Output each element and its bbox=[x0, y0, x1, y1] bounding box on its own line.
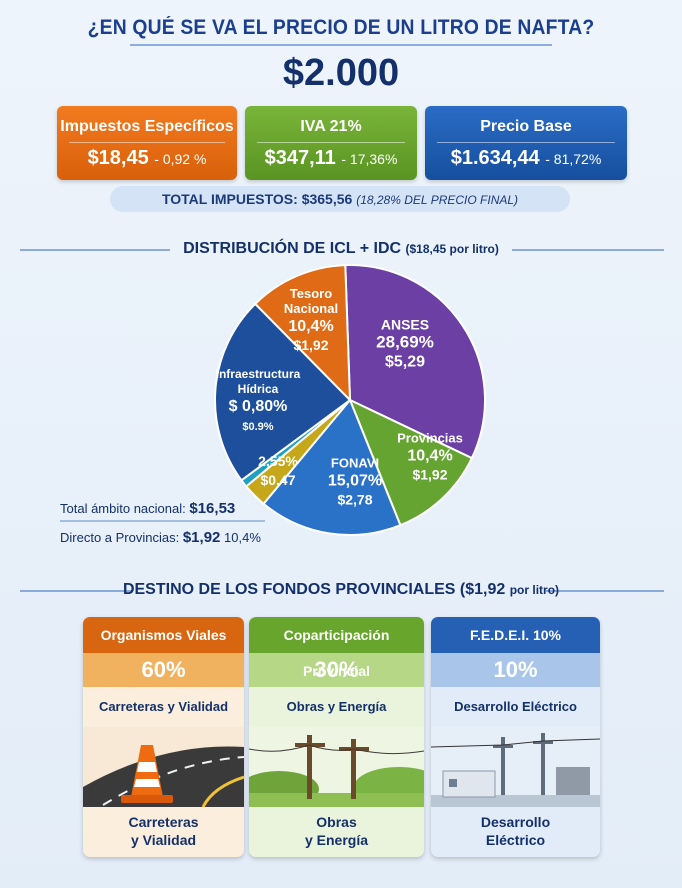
iva-value: $347,11 bbox=[264, 147, 336, 169]
page-title: ¿EN QUÉ SE VA EL PRECIO DE UN LITRO DE N… bbox=[87, 16, 595, 39]
pie-label-name-5-0: Infraestructura bbox=[216, 367, 301, 381]
pie-label-name-1-0: Provincias bbox=[397, 431, 463, 446]
specific-taxes-box: Impuestos Específicos $18,45 - 0,92 % bbox=[57, 106, 237, 180]
pie-label-amount-0: $5,29 bbox=[385, 354, 425, 371]
pie-label-pct-5: $ 0,80% bbox=[229, 398, 288, 415]
card-road-footer-2: y Vialidad bbox=[130, 832, 197, 848]
pie-label-pct-2: 15,07% bbox=[328, 473, 382, 490]
iva-box: IVA 21% $347,11 - 17,36% bbox=[245, 106, 417, 180]
total-taxes-value: $365,56 bbox=[301, 191, 353, 207]
pie-label-pct-1: 10,4% bbox=[407, 448, 452, 465]
specific-taxes-value: $18,45 bbox=[87, 147, 149, 169]
pie-label-amount-5: $0.9% bbox=[242, 421, 273, 433]
destination-title-text: DESTINO DE LOS FONDOS PROVINCIALES bbox=[122, 581, 456, 598]
note-national-label: Total ámbito nacional: bbox=[60, 501, 186, 516]
specific-taxes-pct: - 0,92 % bbox=[154, 151, 207, 167]
pie-label-pct-6: 10,4% bbox=[288, 318, 333, 335]
pie-label-pct-0: 28,69% bbox=[376, 333, 434, 352]
card-road-agencies: Organismos Viales 60% Carreteras y Viali… bbox=[83, 617, 244, 857]
card-fedei-pct: 10% bbox=[431, 653, 600, 687]
note-national-value: $16,53 bbox=[189, 500, 236, 517]
card-provincial-footer-1: Obras bbox=[316, 814, 357, 830]
card-fedei-footer-1: Desarrollo bbox=[480, 814, 551, 830]
card-road-pct: 60% bbox=[83, 653, 244, 687]
card-provincial-header: Coparticipación Provincial bbox=[249, 617, 424, 679]
pie-slice-provincias bbox=[348, 397, 474, 527]
traffic-cone-road-image bbox=[83, 727, 244, 807]
distribution-subtitle: ($18,45 por litro) bbox=[405, 242, 499, 256]
pie-label-amount-6: $1,92 bbox=[293, 337, 328, 353]
card-fedei-subtitle: Desarrollo Eléctrico bbox=[454, 699, 577, 714]
note-national: Total ámbito nacional: $16,53 bbox=[60, 500, 235, 517]
total-taxes-note: (18,28% DEL PRECIO FINAL) bbox=[356, 193, 519, 207]
base-price-pct: - 81,72% bbox=[545, 151, 602, 167]
card-fedei-header: F.E.D.E.I. 10% bbox=[431, 617, 600, 653]
card-provincial-pct: 30% bbox=[249, 653, 424, 687]
distribution-title: DISTRIBUCIÓN DE ICL + IDC ($18,45 por li… bbox=[0, 240, 682, 258]
card-provincial-share: Coparticipación Provincial 30% Obras y E… bbox=[249, 617, 424, 857]
destination-title: DESTINO DE LOS FONDOS PROVINCIALES ($1,9… bbox=[0, 581, 682, 599]
card-provincial-subtitle: Obras y Energía bbox=[286, 699, 387, 714]
destination-unit: por litro) bbox=[509, 583, 560, 597]
pie-label-amount-2: $2,78 bbox=[337, 492, 372, 508]
pie-label-name-2-0: FONAVI bbox=[331, 456, 379, 471]
note-underline bbox=[60, 520, 265, 522]
fuel-price: $2.000 bbox=[282, 52, 400, 94]
base-price-value: $1.634,44 bbox=[450, 147, 540, 169]
note-provinces-value: $1,92 bbox=[182, 529, 221, 546]
pie-slice-anses bbox=[344, 264, 486, 460]
note-provinces: Directo a Provincias: $1,92 10,4% bbox=[60, 529, 261, 546]
pie-slice-infraestructura-hídrica bbox=[214, 302, 352, 482]
card-fedei: F.E.D.E.I. 10% 10% Desarrollo Eléctrico … bbox=[431, 617, 600, 857]
distribution-title-text: DISTRIBUCIÓN DE ICL + IDC bbox=[183, 240, 402, 257]
card-road-subtitle: Carreteras y Vialidad bbox=[98, 699, 229, 714]
card-road-header: Organismos Viales bbox=[83, 617, 244, 653]
pie-label-name-0-0: ANSES bbox=[381, 317, 429, 333]
card-provincial-footer-2: y Energía bbox=[304, 832, 369, 848]
base-price-label: Precio Base bbox=[480, 118, 572, 135]
iva-label: IVA 21% bbox=[300, 118, 362, 135]
base-price-box: Precio Base $1.634,44 - 81,72% bbox=[425, 106, 627, 180]
pie-label-name-6-1: Nacional bbox=[284, 301, 338, 316]
total-taxes-bar: TOTAL IMPUESTOS: $365,56 (18,28% DEL PRE… bbox=[110, 186, 570, 212]
substation-image bbox=[431, 727, 600, 807]
pie-label-amount-1: $1,92 bbox=[412, 467, 447, 483]
pie-label-name-6-0: Tesoro bbox=[290, 286, 332, 301]
note-provinces-extra: 10,4% bbox=[224, 530, 261, 545]
destination-value: ($1,92 bbox=[459, 581, 506, 598]
pie-slice-tesoro-nacional bbox=[253, 264, 352, 403]
title-divider bbox=[130, 44, 552, 46]
specific-taxes-label: Impuestos Específicos bbox=[60, 118, 234, 135]
dest-divider-right bbox=[546, 590, 664, 592]
card-road-footer-1: Carreteras bbox=[128, 814, 199, 830]
pie-label-name-5-1: Hídrica bbox=[238, 382, 279, 396]
total-taxes-label: TOTAL IMPUESTOS: bbox=[161, 191, 298, 207]
iva-pct: - 17,36% bbox=[341, 151, 398, 167]
pie-label-amount-3: $0,47 bbox=[260, 472, 295, 488]
power-poles-image bbox=[249, 727, 424, 807]
section-divider-right bbox=[512, 249, 664, 251]
pie-label-pct-3: 2,55% bbox=[258, 453, 298, 469]
note-provinces-label: Directo a Provincias: bbox=[60, 530, 180, 545]
dest-divider-left bbox=[20, 590, 132, 592]
card-fedei-footer-2: Eléctrico bbox=[485, 832, 546, 848]
pie-slice-fonavi bbox=[262, 398, 402, 536]
section-divider-left bbox=[20, 249, 170, 251]
